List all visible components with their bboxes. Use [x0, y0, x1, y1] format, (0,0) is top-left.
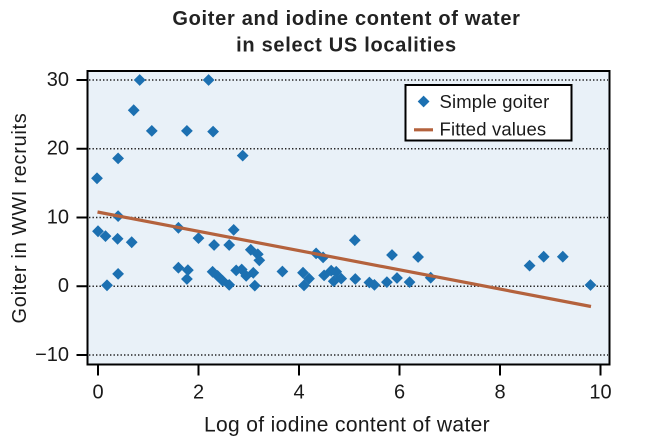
svg-text:0: 0 [92, 382, 103, 404]
svg-text:30: 30 [47, 69, 69, 91]
svg-text:0: 0 [58, 275, 69, 297]
svg-text:10: 10 [47, 206, 69, 228]
svg-text:2: 2 [193, 382, 204, 404]
svg-text:Simple goiter: Simple goiter [440, 91, 550, 112]
svg-text:Log of iodine content of water: Log of iodine content of water [204, 414, 490, 437]
svg-text:6: 6 [394, 382, 405, 404]
svg-text:−10: −10 [35, 344, 69, 366]
svg-text:Goiter and iodine content of w: Goiter and iodine content of water [172, 8, 520, 30]
svg-text:8: 8 [494, 382, 505, 404]
svg-text:20: 20 [47, 138, 69, 160]
svg-text:Goiter in WWI recruits: Goiter in WWI recruits [9, 113, 31, 324]
svg-text:4: 4 [293, 382, 304, 404]
svg-text:Fitted values: Fitted values [440, 119, 547, 140]
svg-text:in select US localities: in select US localities [236, 35, 457, 57]
svg-text:10: 10 [589, 382, 611, 404]
